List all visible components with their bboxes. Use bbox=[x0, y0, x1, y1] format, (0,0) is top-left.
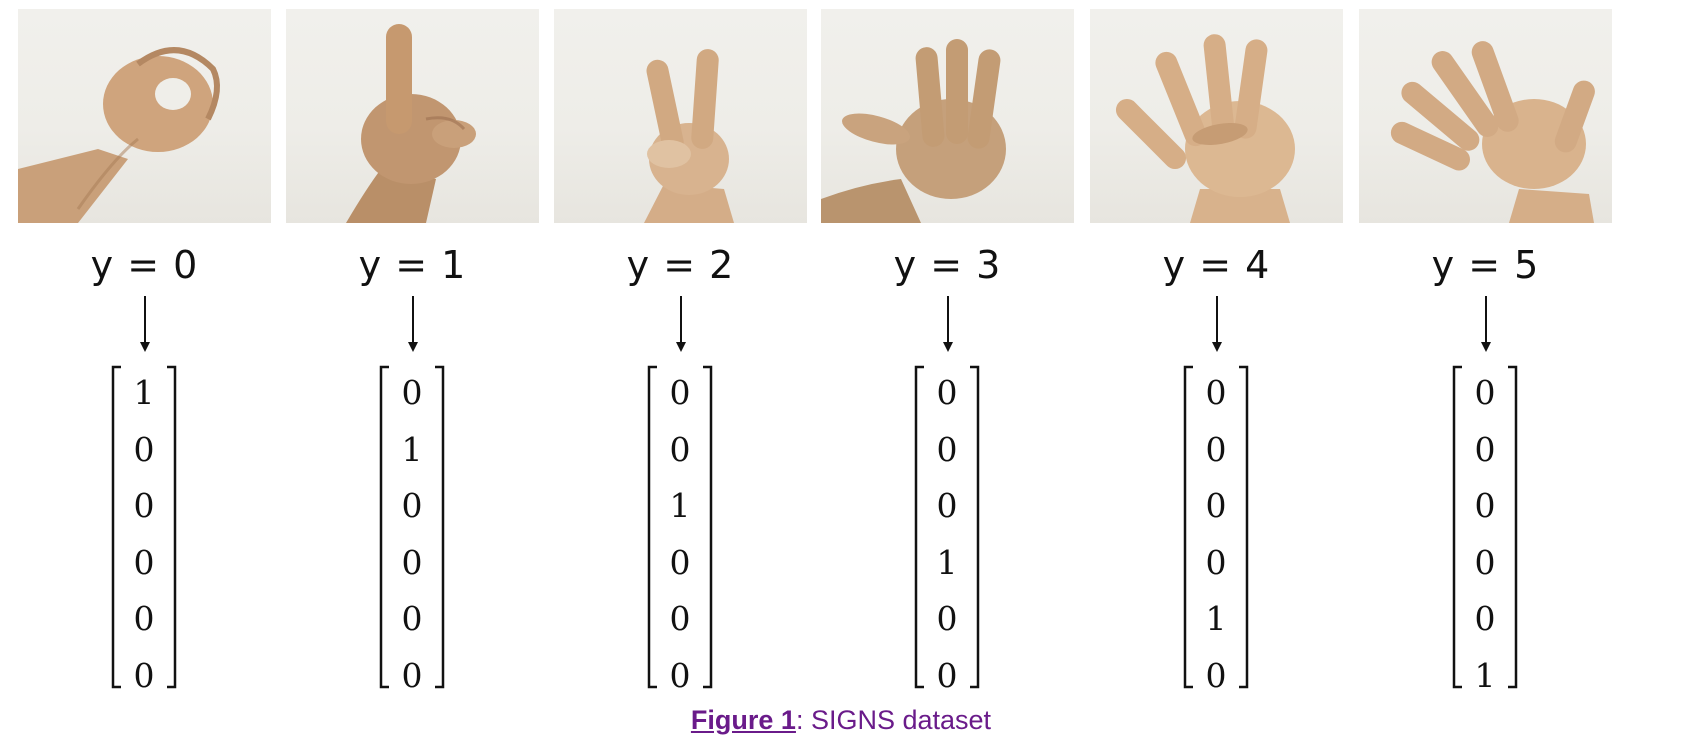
hand-photo bbox=[286, 9, 539, 223]
matrix-brackets bbox=[647, 365, 713, 689]
arrow-down-icon bbox=[408, 296, 418, 352]
vector-entry: 0 bbox=[1205, 486, 1227, 525]
class-label: y = 2 bbox=[626, 243, 735, 287]
vector-entry: 0 bbox=[1205, 655, 1227, 695]
figure-reference: Figure 1 bbox=[690, 705, 796, 735]
vector-entry: 0 bbox=[669, 542, 691, 582]
vector-entry: 0 bbox=[669, 599, 691, 638]
vector-entry: 0 bbox=[936, 655, 958, 695]
sign-panel-5: y = 5 0 0 0 0 0 1 bbox=[1359, 0, 1612, 700]
sign-panel-2: y = 2 0 0 1 0 0 0 bbox=[554, 0, 807, 700]
arrow-down-icon bbox=[1212, 296, 1222, 352]
arrow-down-icon bbox=[1481, 296, 1491, 352]
vector-entry: 0 bbox=[1474, 599, 1496, 638]
vector-entry: 0 bbox=[1205, 373, 1227, 412]
class-label: y = 3 bbox=[893, 243, 1002, 287]
arrow-down-icon bbox=[140, 296, 150, 352]
hand-photo bbox=[1090, 9, 1343, 223]
matrix-brackets bbox=[1183, 365, 1249, 689]
sign-panel-0: y = 0 1 0 0 0 0 0 bbox=[18, 0, 271, 700]
one-hot-vector: 0 1 0 0 0 0 bbox=[377, 365, 447, 695]
one-hot-vector: 0 0 1 0 0 0 bbox=[645, 365, 715, 695]
vector-entry: 0 bbox=[401, 655, 423, 695]
class-label: y = 0 bbox=[90, 243, 199, 287]
matrix-brackets bbox=[111, 365, 177, 689]
figure-caption: Figure 1: SIGNS dataset bbox=[0, 700, 1682, 740]
hand-sign-4-image bbox=[1115, 34, 1295, 223]
vector-entries: 0 0 0 1 0 0 bbox=[928, 365, 966, 695]
arrow-down-icon bbox=[676, 296, 686, 352]
vector-entry: 1 bbox=[936, 542, 958, 582]
sign-panel-4: y = 4 0 0 0 0 1 0 bbox=[1090, 0, 1343, 700]
vector-entry: 0 bbox=[669, 655, 691, 695]
vector-entry: 0 bbox=[936, 373, 958, 412]
vector-entry: 0 bbox=[133, 486, 155, 525]
vector-entry: 0 bbox=[1474, 429, 1496, 469]
hand-sign-5-image bbox=[1390, 41, 1595, 223]
hand-sign-0-image bbox=[18, 47, 220, 223]
vector-entry: 1 bbox=[1205, 599, 1227, 638]
vector-entry: 0 bbox=[936, 599, 958, 638]
vector-entry: 0 bbox=[669, 373, 691, 412]
vector-entry: 0 bbox=[133, 429, 155, 469]
class-label: y = 5 bbox=[1431, 243, 1540, 287]
one-hot-vector: 0 0 0 0 1 0 bbox=[1181, 365, 1251, 695]
hand-photo bbox=[18, 9, 271, 223]
sign-panel-1: y = 1 0 1 0 0 0 0 bbox=[286, 0, 539, 700]
vector-entries: 0 0 0 0 0 1 bbox=[1466, 365, 1504, 695]
vector-entry: 1 bbox=[401, 429, 423, 469]
vector-entries: 0 0 1 0 0 0 bbox=[661, 365, 699, 695]
vector-entry: 0 bbox=[1205, 429, 1227, 469]
sign-panel-3: y = 3 0 0 0 1 0 0 bbox=[821, 0, 1074, 700]
vector-entry: 0 bbox=[936, 486, 958, 525]
class-label: y = 1 bbox=[358, 243, 467, 287]
vector-entry: 0 bbox=[401, 486, 423, 525]
vector-entries: 1 0 0 0 0 0 bbox=[125, 365, 163, 695]
class-label: y = 4 bbox=[1162, 243, 1271, 287]
hand-sign-3-image bbox=[821, 39, 1006, 223]
hand-sign-1-image bbox=[346, 24, 476, 223]
one-hot-vector: 0 0 0 0 0 1 bbox=[1450, 365, 1520, 695]
vector-entry: 1 bbox=[1474, 655, 1496, 695]
one-hot-vector: 1 0 0 0 0 0 bbox=[109, 365, 179, 695]
vector-entry: 0 bbox=[133, 542, 155, 582]
matrix-brackets bbox=[914, 365, 980, 689]
hand-photo bbox=[1359, 9, 1612, 223]
vector-entry: 0 bbox=[133, 655, 155, 695]
vector-entry: 0 bbox=[1474, 542, 1496, 582]
matrix-brackets bbox=[1452, 365, 1518, 689]
matrix-brackets bbox=[379, 365, 445, 689]
hand-photo bbox=[821, 9, 1074, 223]
caption-separator: : bbox=[795, 705, 811, 735]
vector-entries: 0 0 0 0 1 0 bbox=[1197, 365, 1235, 695]
hand-sign-2-image bbox=[644, 49, 734, 223]
vector-entry: 0 bbox=[669, 429, 691, 469]
vector-entry: 0 bbox=[1474, 373, 1496, 412]
vector-entry: 0 bbox=[1205, 542, 1227, 582]
vector-entry: 0 bbox=[401, 373, 423, 412]
vector-entry: 1 bbox=[133, 373, 155, 412]
vector-entry: 1 bbox=[669, 486, 691, 525]
arrow-down-icon bbox=[943, 296, 953, 352]
vector-entries: 0 1 0 0 0 0 bbox=[393, 365, 431, 695]
vector-entry: 0 bbox=[1474, 486, 1496, 525]
vector-entry: 0 bbox=[401, 542, 423, 582]
hand-photo bbox=[554, 9, 807, 223]
vector-entry: 0 bbox=[936, 429, 958, 469]
caption-text: SIGNS dataset bbox=[810, 705, 992, 735]
one-hot-vector: 0 0 0 1 0 0 bbox=[912, 365, 982, 695]
vector-entry: 0 bbox=[133, 599, 155, 638]
vector-entry: 0 bbox=[401, 599, 423, 638]
